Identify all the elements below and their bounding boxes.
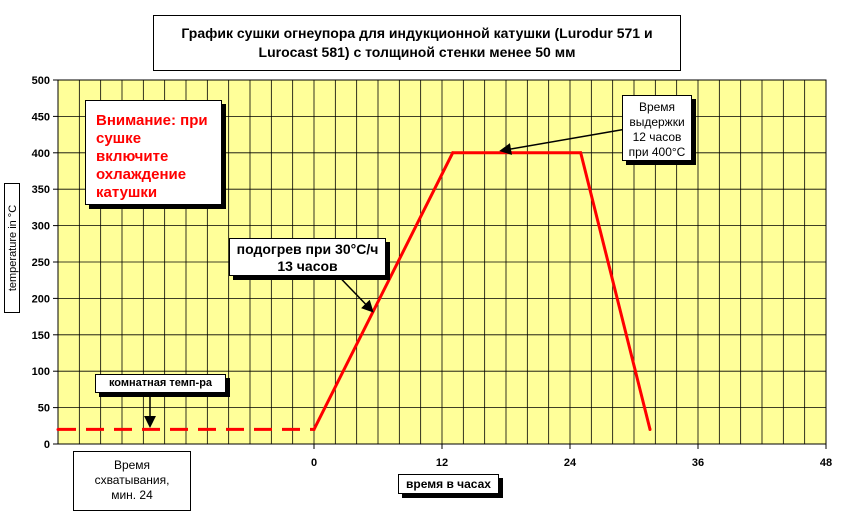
y-tick-label: 300 [32,221,50,233]
y-tick-label: 400 [32,148,50,160]
x-tick-label: 12 [436,457,448,469]
warning-line: сушке [96,130,142,147]
setting-line: Время [113,458,151,472]
x-tick-label: 0 [311,457,317,469]
y-axis: 0 50 100 150 200 250 300 350 400 450 500 [32,75,58,451]
y-axis-label: temperature in °C [4,183,20,313]
heat-line: 13 часов [277,258,338,274]
chart-title: График сушки огнеупора для индукционной … [153,15,681,71]
room-temperature-note: комнатная темп-ра [95,374,226,393]
hold-line: Время [638,100,676,114]
series-group [56,151,652,431]
hold-line: 12 часов [632,130,682,144]
y-tick-label: 350 [32,184,50,196]
y-tick-label: 250 [32,257,50,269]
data-point [579,151,583,155]
chart-title-line-1: График сушки огнеупора для индукционной … [181,25,653,41]
hold-line: при 400°C [628,145,686,159]
data-point [451,151,455,155]
data-point [56,427,60,431]
y-tick-label: 100 [32,366,50,378]
warning-line: включите [96,148,169,165]
y-tick-label: 200 [32,293,50,305]
setting-line: мин. 24 [111,488,153,502]
x-axis: 0 12 24 36 48 [311,444,832,469]
data-point [312,427,316,431]
y-tick-label: 0 [44,439,50,451]
warning-line: охлаждение [96,166,187,183]
setting-line: схватывания, [94,473,170,487]
y-tick-label: 500 [32,75,50,87]
y-tick-label: 450 [32,111,50,123]
x-tick-label: 48 [820,457,832,469]
hold-arrow [499,127,633,155]
y-tick-label: 150 [32,330,50,342]
heating-rate-note: подогрев при 30°C/ч 13 часов [229,238,386,276]
hold-time-note: Время выдержки 12 часов при 400°C [622,95,692,161]
y-tick-label: 50 [38,403,50,415]
warning-note: Внимание: при сушке включите охлаждение … [85,100,222,205]
hold-line: выдержки [629,115,685,129]
warning-line: катушки [96,184,158,201]
data-point [648,427,652,431]
chart-title-line-2: Lurocast 581) с толщиной стенки менее 50… [258,44,576,60]
x-tick-label: 24 [564,457,577,469]
warning-line: Внимание: при [96,112,208,129]
drying-curve-line [312,151,652,431]
x-axis-label: время в часах [398,474,499,494]
heat-line: подогрев при 30°C/ч [236,241,379,257]
setting-time-note: Время схватывания, мин. 24 [73,451,191,511]
x-tick-label: 36 [692,457,704,469]
